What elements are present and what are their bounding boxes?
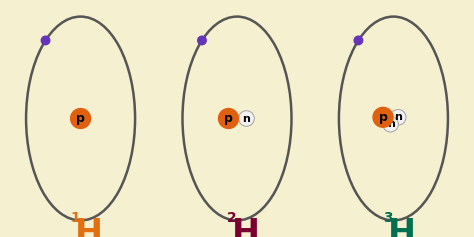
Circle shape	[41, 36, 50, 45]
Text: n: n	[387, 119, 394, 129]
Circle shape	[354, 36, 363, 45]
Text: p: p	[224, 112, 233, 125]
Text: n: n	[394, 112, 402, 122]
Text: 1: 1	[70, 211, 80, 225]
Circle shape	[383, 116, 398, 132]
Circle shape	[373, 107, 393, 127]
Text: n: n	[243, 114, 250, 123]
Circle shape	[238, 111, 254, 126]
Text: H: H	[231, 217, 260, 237]
Text: p: p	[76, 112, 85, 125]
Circle shape	[71, 109, 91, 128]
Text: 3: 3	[383, 211, 392, 225]
Text: H: H	[388, 217, 416, 237]
Text: H: H	[75, 217, 103, 237]
Text: 2: 2	[227, 211, 236, 225]
Circle shape	[390, 109, 406, 125]
Text: p: p	[379, 111, 387, 124]
Circle shape	[219, 109, 238, 128]
Circle shape	[198, 36, 206, 45]
